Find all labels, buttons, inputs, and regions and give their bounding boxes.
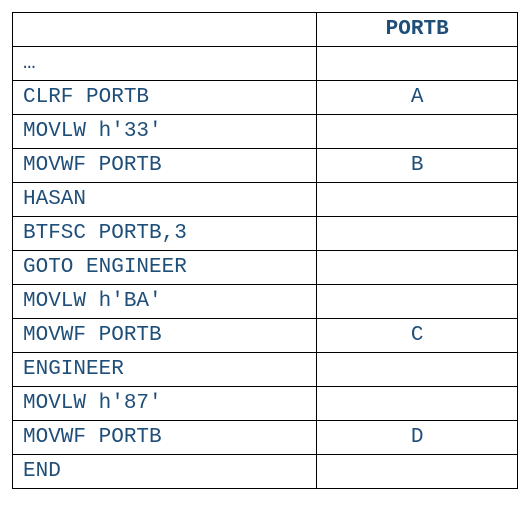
table-row: MOVLW h'BA' <box>13 285 518 319</box>
table-row: MOVWF PORTB C <box>13 319 518 353</box>
table-row: END <box>13 455 518 489</box>
cell-instruction: ENGINEER <box>13 353 317 387</box>
cell-instruction: MOVWF PORTB <box>13 319 317 353</box>
header-instruction <box>13 13 317 47</box>
cell-portb <box>317 285 518 319</box>
cell-portb <box>317 47 518 81</box>
cell-portb: B <box>317 149 518 183</box>
table-row: GOTO ENGINEER <box>13 251 518 285</box>
table-row: BTFSC PORTB,3 <box>13 217 518 251</box>
table-row: MOVWF PORTB B <box>13 149 518 183</box>
table-row: MOVLW h'33' <box>13 115 518 149</box>
cell-portb <box>317 353 518 387</box>
cell-portb <box>317 387 518 421</box>
cell-instruction: … <box>13 47 317 81</box>
cell-instruction: GOTO ENGINEER <box>13 251 317 285</box>
table-body: … CLRF PORTB A MOVLW h'33' MOVWF PORTB B… <box>13 47 518 489</box>
instruction-table: PORTB … CLRF PORTB A MOVLW h'33' MOVWF P… <box>12 12 518 489</box>
table-row: … <box>13 47 518 81</box>
cell-instruction: MOVWF PORTB <box>13 421 317 455</box>
cell-portb: C <box>317 319 518 353</box>
header-portb: PORTB <box>317 13 518 47</box>
table-row: CLRF PORTB A <box>13 81 518 115</box>
table-header-row: PORTB <box>13 13 518 47</box>
table-row: ENGINEER <box>13 353 518 387</box>
cell-portb: D <box>317 421 518 455</box>
cell-portb <box>317 183 518 217</box>
cell-instruction: MOVLW h'87' <box>13 387 317 421</box>
table-row: HASAN <box>13 183 518 217</box>
cell-portb <box>317 455 518 489</box>
cell-portb <box>317 251 518 285</box>
cell-portb <box>317 217 518 251</box>
cell-instruction: BTFSC PORTB,3 <box>13 217 317 251</box>
cell-instruction: MOVLW h'BA' <box>13 285 317 319</box>
table-row: MOVLW h'87' <box>13 387 518 421</box>
table-row: MOVWF PORTB D <box>13 421 518 455</box>
cell-portb: A <box>317 81 518 115</box>
cell-instruction: MOVLW h'33' <box>13 115 317 149</box>
cell-portb <box>317 115 518 149</box>
cell-instruction: CLRF PORTB <box>13 81 317 115</box>
cell-instruction: MOVWF PORTB <box>13 149 317 183</box>
cell-instruction: HASAN <box>13 183 317 217</box>
cell-instruction: END <box>13 455 317 489</box>
